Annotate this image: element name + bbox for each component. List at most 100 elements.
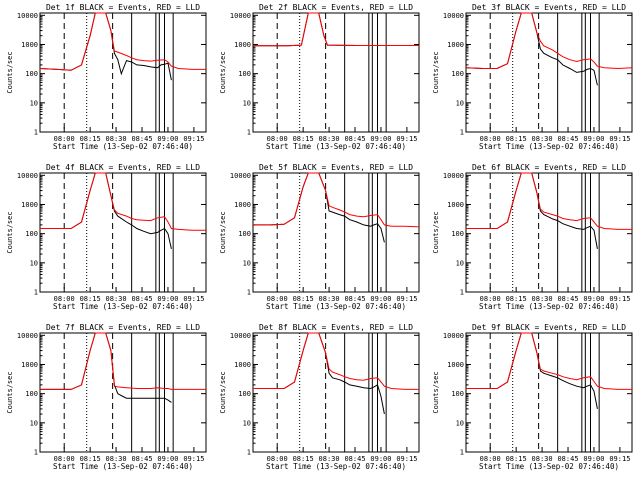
y-tick-label: 1000 [447,201,464,209]
x-tick-label: 08:45 [344,135,365,143]
series-lld-line [253,172,420,228]
chart-title: Det 4f BLACK = Events, RED = LLD [46,163,200,172]
plot-frame [252,12,420,133]
x-tick-label: 08:15 [80,295,101,303]
x-tick-label: 09:00 [370,135,391,143]
y-tick-label: 10 [243,259,251,267]
series-lld-line [253,332,419,390]
x-tick-label: 08:30 [532,455,553,463]
x-tick-label: 08:45 [131,135,152,143]
y-tick-label: 10000 [230,172,251,180]
x-tick-label: 09:15 [609,295,630,303]
x-axis-label: Start Time (13-Sep-02 07:46:40) [53,302,193,311]
chart-title: Det 9f BLACK = Events, RED = LLD [472,323,626,332]
y-tick-label: 10000 [17,12,38,20]
y-tick-label: 10000 [230,332,251,340]
x-tick-label: 08:00 [267,295,288,303]
y-tick-label: 100 [238,70,251,78]
plot-frame [39,12,207,133]
y-tick-label: 1000 [21,201,38,209]
plot-frame [39,332,207,453]
x-tick-label: 08:45 [344,455,365,463]
series-events-line [466,332,598,409]
y-tick-label: 10 [456,419,464,427]
chart-title: Det 7f BLACK = Events, RED = LLD [46,323,200,332]
series-lld-line [465,12,633,70]
chart-panel-9: Det 9f BLACK = Events, RED = LLD 1 10 100 10… [432,323,633,471]
x-tick-label: 08:15 [506,455,527,463]
x-tick-label: 09:15 [396,295,417,303]
y-tick-label: 100 [451,230,464,238]
x-tick-label: 09:15 [183,455,204,463]
series-events-line [466,172,598,249]
y-tick-label: 1 [460,129,464,137]
plot-frame [465,332,633,453]
plot-frame [39,172,207,293]
series-lld-line [40,332,206,390]
y-tick-label: 1000 [447,361,464,369]
y-axis-label: Counts/sec [219,371,227,413]
series-events-line [253,12,419,47]
y-axis-label: Counts/sec [432,51,440,93]
x-tick-label: 08:45 [344,295,365,303]
x-axis-label: Start Time (13-Sep-02 07:46:40) [53,462,193,471]
x-tick-label: 08:30 [106,135,127,143]
chart-title: Det 5f BLACK = Events, RED = LLD [259,163,413,172]
chart-panel-4: Det 4f BLACK = Events, RED = LLD 1 10 100 10… [6,163,207,311]
y-tick-label: 10 [456,99,464,107]
series-lld-line [466,332,632,390]
y-axis-label: Counts/sec [6,51,14,93]
y-tick-label: 1000 [234,361,251,369]
y-tick-label: 10 [243,419,251,427]
x-axis-label: Start Time (13-Sep-02 07:46:40) [479,462,619,471]
x-tick-label: 08:30 [319,455,340,463]
series-lld-line [466,172,632,230]
x-tick-label: 09:00 [370,295,391,303]
y-tick-label: 10 [30,99,38,107]
plot-frame [252,332,420,453]
x-tick-label: 09:15 [609,135,630,143]
y-tick-label: 1 [34,449,38,457]
x-tick-label: 08:15 [506,135,527,143]
x-tick-label: 08:45 [131,295,152,303]
series-lld-line [40,172,206,231]
x-tick-label: 08:15 [80,455,101,463]
x-tick-label: 08:00 [267,135,288,143]
y-tick-label: 100 [238,390,251,398]
x-axis-label: Start Time (13-Sep-02 07:46:40) [53,142,193,151]
y-axis-label: Counts/sec [432,211,440,253]
y-tick-label: 10000 [443,172,464,180]
y-tick-label: 100 [25,70,38,78]
chart-panel-2: Det 2f BLACK = Events, RED = LLD 1 10 100 10… [219,3,420,151]
y-tick-label: 100 [451,70,464,78]
y-axis-label: Counts/sec [219,51,227,93]
chart-panel-5: Det 5f BLACK = Events, RED = LLD 1 10 100 10… [219,163,420,311]
y-tick-label: 1 [247,289,251,297]
x-tick-label: 08:15 [293,455,314,463]
x-tick-label: 08:15 [293,135,314,143]
x-tick-label: 08:00 [480,295,501,303]
y-axis-label: Counts/sec [6,371,14,413]
x-tick-label: 09:00 [157,135,178,143]
x-tick-label: 08:00 [480,135,501,143]
x-tick-label: 08:00 [54,135,75,143]
series-events-line [253,332,385,415]
x-tick-label: 09:15 [609,455,630,463]
x-tick-label: 08:45 [557,455,578,463]
x-tick-label: 08:15 [80,135,101,143]
x-tick-label: 08:00 [480,455,501,463]
x-tick-label: 08:30 [319,135,340,143]
y-tick-label: 10000 [17,332,38,340]
y-tick-label: 1 [460,289,464,297]
y-tick-label: 100 [451,390,464,398]
y-axis-label: Counts/sec [6,211,14,253]
x-tick-label: 08:15 [506,295,527,303]
y-tick-label: 10 [30,419,38,427]
series-lld-line [39,12,206,71]
x-axis-label: Start Time (13-Sep-02 07:46:40) [479,142,619,151]
y-tick-label: 100 [25,230,38,238]
x-tick-label: 09:15 [183,135,204,143]
y-tick-label: 10 [456,259,464,267]
chart-panel-8: Det 8f BLACK = Events, RED = LLD 1 10 100 10… [219,323,420,471]
x-tick-label: 08:45 [557,135,578,143]
